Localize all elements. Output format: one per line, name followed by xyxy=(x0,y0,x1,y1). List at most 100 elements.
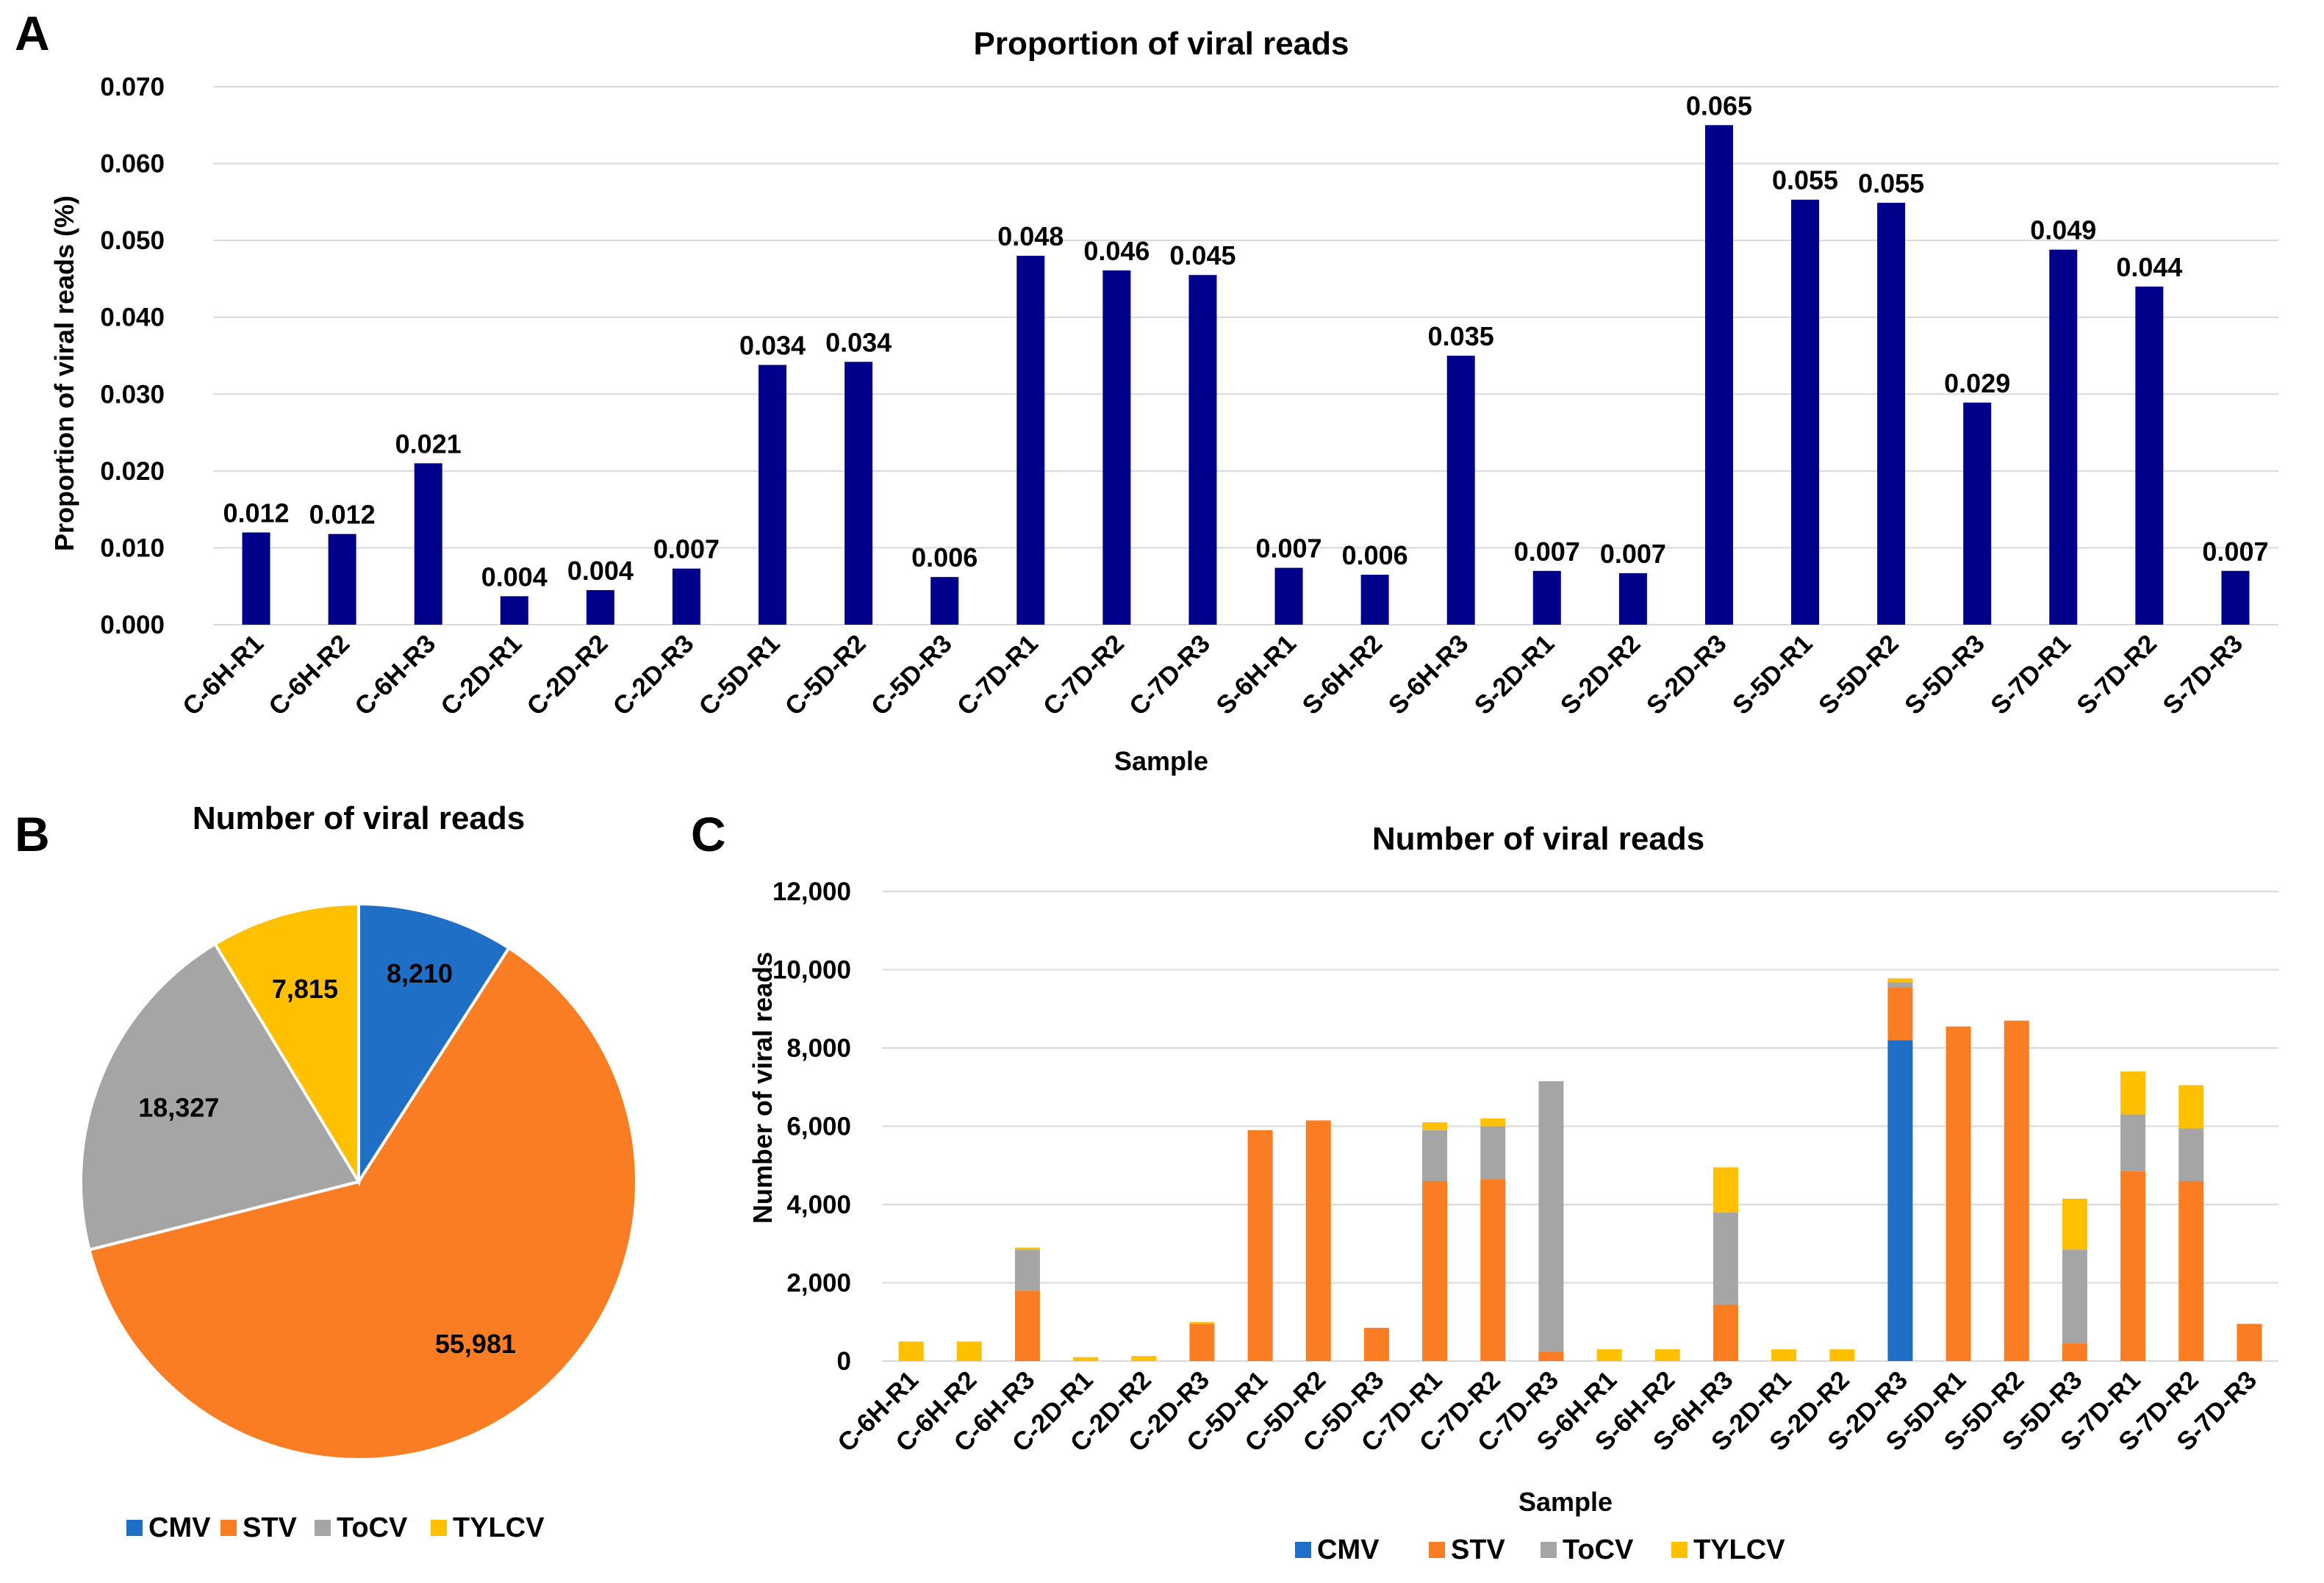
chart-a-ytick: 0.010 xyxy=(100,534,165,562)
chart-a-bar xyxy=(242,532,270,625)
chart-c-bar-tocv xyxy=(1538,1081,1564,1352)
chart-a-ylabel: Proportion of viral reads (%) xyxy=(49,195,79,551)
chart-a-data-label: 0.012 xyxy=(223,498,289,528)
chart-c-bar-tylcv xyxy=(1887,978,1913,983)
chart-a-xtick: C-7D-R3 xyxy=(1124,629,1216,721)
chart-a-bar xyxy=(1877,202,1906,625)
chart-b-legend: CMV STV ToCV TYLCV xyxy=(126,1512,545,1543)
chart-c-bar-tocv xyxy=(1480,1126,1506,1180)
chart-c-ytick: 2,000 xyxy=(786,1269,851,1298)
chart-a-bar xyxy=(672,568,700,625)
chart-c-bar-tylcv xyxy=(956,1341,982,1361)
chart-c-bar-stv xyxy=(1363,1327,1389,1361)
chart-b-slice-cmv xyxy=(357,902,512,1187)
chart-c-ytick: 12,000 xyxy=(772,877,851,906)
chart-a-xtick: C-6H-R2 xyxy=(263,629,355,721)
chart-a-xtick: S-5D-R1 xyxy=(1727,629,1818,720)
chart-c-bar-tylcv xyxy=(1771,1349,1797,1361)
chart-b-title: Number of viral reads xyxy=(193,800,525,836)
chart-a-xtick: S-7D-R1 xyxy=(1985,629,2076,720)
chart-a-xtick: C-5D-R3 xyxy=(866,629,958,721)
chart-a-data-label: 0.007 xyxy=(653,534,720,564)
chart-a-bar xyxy=(758,365,787,625)
chart-a-xtick: C-5D-R1 xyxy=(693,629,785,721)
chart-c-bar-tylcv xyxy=(2178,1085,2204,1129)
chart-a-xlabel: Sample xyxy=(1114,746,1208,776)
chart-c-bar-stv xyxy=(1305,1120,1331,1361)
chart-a-bar xyxy=(1102,270,1131,625)
panel-letter-c: C xyxy=(691,807,726,861)
chart-c-bar-stv xyxy=(1422,1181,1448,1361)
chart-c-bar-tocv xyxy=(1887,982,1913,988)
chart-b-slice-label: 8,210 xyxy=(387,958,453,988)
chart-a-data-label: 0.004 xyxy=(567,556,634,586)
chart-c-bar-stv xyxy=(1189,1324,1215,1361)
chart-c-bar-tylcv xyxy=(1131,1356,1157,1361)
chart-a-bar xyxy=(1446,356,1475,625)
chart-b: Number of viral reads 8,210 55,981 18,327 7… xyxy=(79,800,638,1543)
chart-a-data-label: 0.007 xyxy=(2202,536,2268,567)
chart-a-title: Proportion of viral reads xyxy=(974,26,1349,62)
chart-a-bar xyxy=(1274,567,1303,625)
chart-a-data-label: 0.046 xyxy=(1083,236,1150,266)
chart-b-slice-label: 18,327 xyxy=(138,1092,219,1122)
chart-a-xtick: C-6H-R3 xyxy=(349,629,441,721)
panel-letter-b: B xyxy=(15,807,50,861)
chart-a-data-label: 0.007 xyxy=(1514,536,1580,567)
chart-a-ytick: 0.040 xyxy=(100,304,165,332)
chart-a-data-label: 0.065 xyxy=(1686,90,1752,121)
chart-b-legend-label: STV xyxy=(243,1512,298,1543)
chart-c-bar-stv xyxy=(1712,1304,1738,1361)
panel-letter-a: A xyxy=(15,6,50,60)
chart-a-bar xyxy=(414,463,442,625)
chart-c-bar-stv xyxy=(2178,1181,2204,1361)
chart-a-bar xyxy=(1791,199,1820,625)
chart-a-bar xyxy=(1188,275,1217,625)
chart-c-bar-tylcv xyxy=(1829,1349,1855,1361)
chart-c-bar-tylcv xyxy=(1014,1247,1040,1250)
chart-a-xtick: C-2D-R1 xyxy=(435,629,527,721)
chart-c-ytick: 0 xyxy=(837,1347,851,1376)
chart-a-data-label: 0.034 xyxy=(825,327,892,357)
chart-a-xtick: C-5D-R2 xyxy=(780,629,872,721)
chart-a-bar xyxy=(1016,256,1045,625)
chart-a-xtick: S-6H-R1 xyxy=(1211,629,1302,720)
chart-c-bar-tocv xyxy=(2178,1128,2204,1182)
chart-a-bar xyxy=(1963,402,1992,625)
chart-b-legend-label: ToCV xyxy=(337,1512,408,1543)
chart-a-ytick: 0.020 xyxy=(100,457,165,486)
chart-c-legend: CMV STV ToCV TYLCV xyxy=(1295,1534,1785,1565)
chart-a-ytick: 0.070 xyxy=(100,73,165,101)
chart-a-xtick: C-2D-R2 xyxy=(521,629,613,721)
chart-b-legend-swatch xyxy=(126,1520,143,1536)
chart-c-bar-tylcv xyxy=(2062,1199,2087,1250)
chart-c-bar-stv xyxy=(2237,1324,2262,1361)
chart-a-xtick: S-5D-R3 xyxy=(1899,629,1990,720)
chart-c-bar-stv xyxy=(1887,987,1913,1041)
chart-a-ytick: 0.000 xyxy=(100,611,165,639)
chart-c-xlabel: Sample xyxy=(1518,1487,1613,1517)
chart-c-ytick: 8,000 xyxy=(786,1034,851,1063)
chart-c-bar-tylcv xyxy=(2120,1071,2146,1115)
chart-a-data-label: 0.007 xyxy=(1255,534,1321,564)
chart-a-bar xyxy=(328,534,356,625)
chart-c-bar-stv xyxy=(1247,1130,1273,1361)
chart-a-ytick: 0.060 xyxy=(100,150,165,179)
chart-b-legend-label: CMV xyxy=(148,1512,211,1543)
chart-a-bar xyxy=(1618,572,1647,625)
chart-a-ytick: 0.030 xyxy=(100,380,165,409)
chart-a-xtick: C-7D-R1 xyxy=(952,629,1044,721)
chart-a-xtick: S-7D-R3 xyxy=(2157,629,2248,720)
chart-a-xtick: S-2D-R1 xyxy=(1469,629,1560,720)
chart-c-legend-swatch xyxy=(1295,1542,1311,1558)
chart-c-bar-tocv xyxy=(1014,1249,1040,1291)
chart-a-xtick: S-2D-R3 xyxy=(1641,629,1732,720)
chart-a-xtick: S-6H-R3 xyxy=(1383,629,1474,720)
chart-a-data-label: 0.044 xyxy=(2116,252,2182,282)
chart-c-bar-stv xyxy=(2120,1171,2146,1361)
chart-a-data-label: 0.012 xyxy=(309,500,376,530)
chart-c-legend-label: CMV xyxy=(1317,1534,1380,1565)
chart-c-ytick: 6,000 xyxy=(786,1113,851,1141)
chart-c-bar-tylcv xyxy=(1654,1349,1680,1361)
